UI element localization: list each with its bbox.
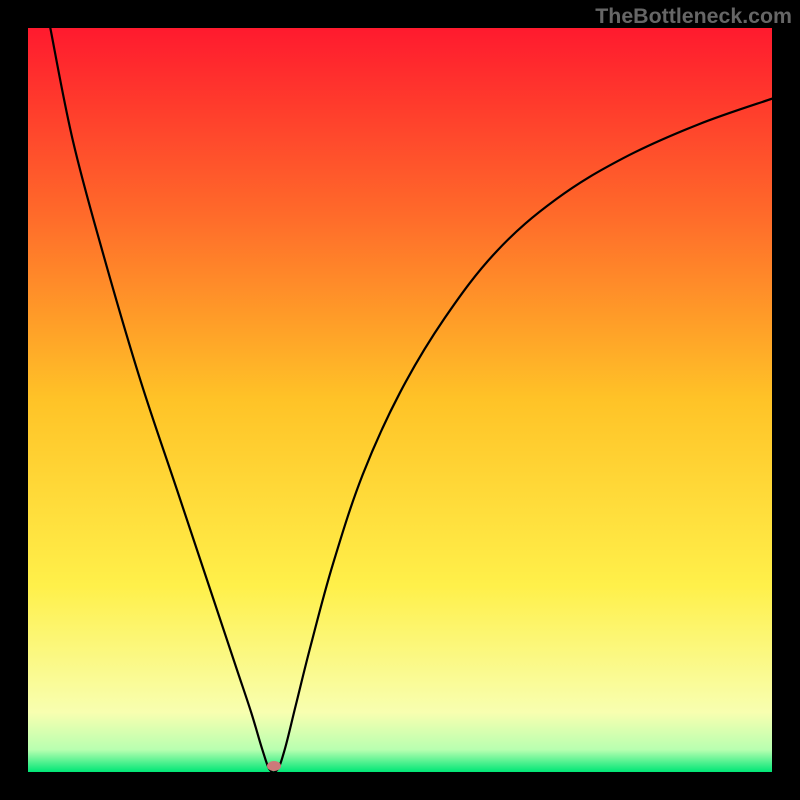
- chart-plot-area: [28, 28, 772, 772]
- watermark-text: TheBottleneck.com: [595, 4, 792, 29]
- optimal-point-marker: [267, 761, 281, 771]
- bottleneck-curve: [50, 28, 772, 772]
- chart-svg: [28, 28, 772, 772]
